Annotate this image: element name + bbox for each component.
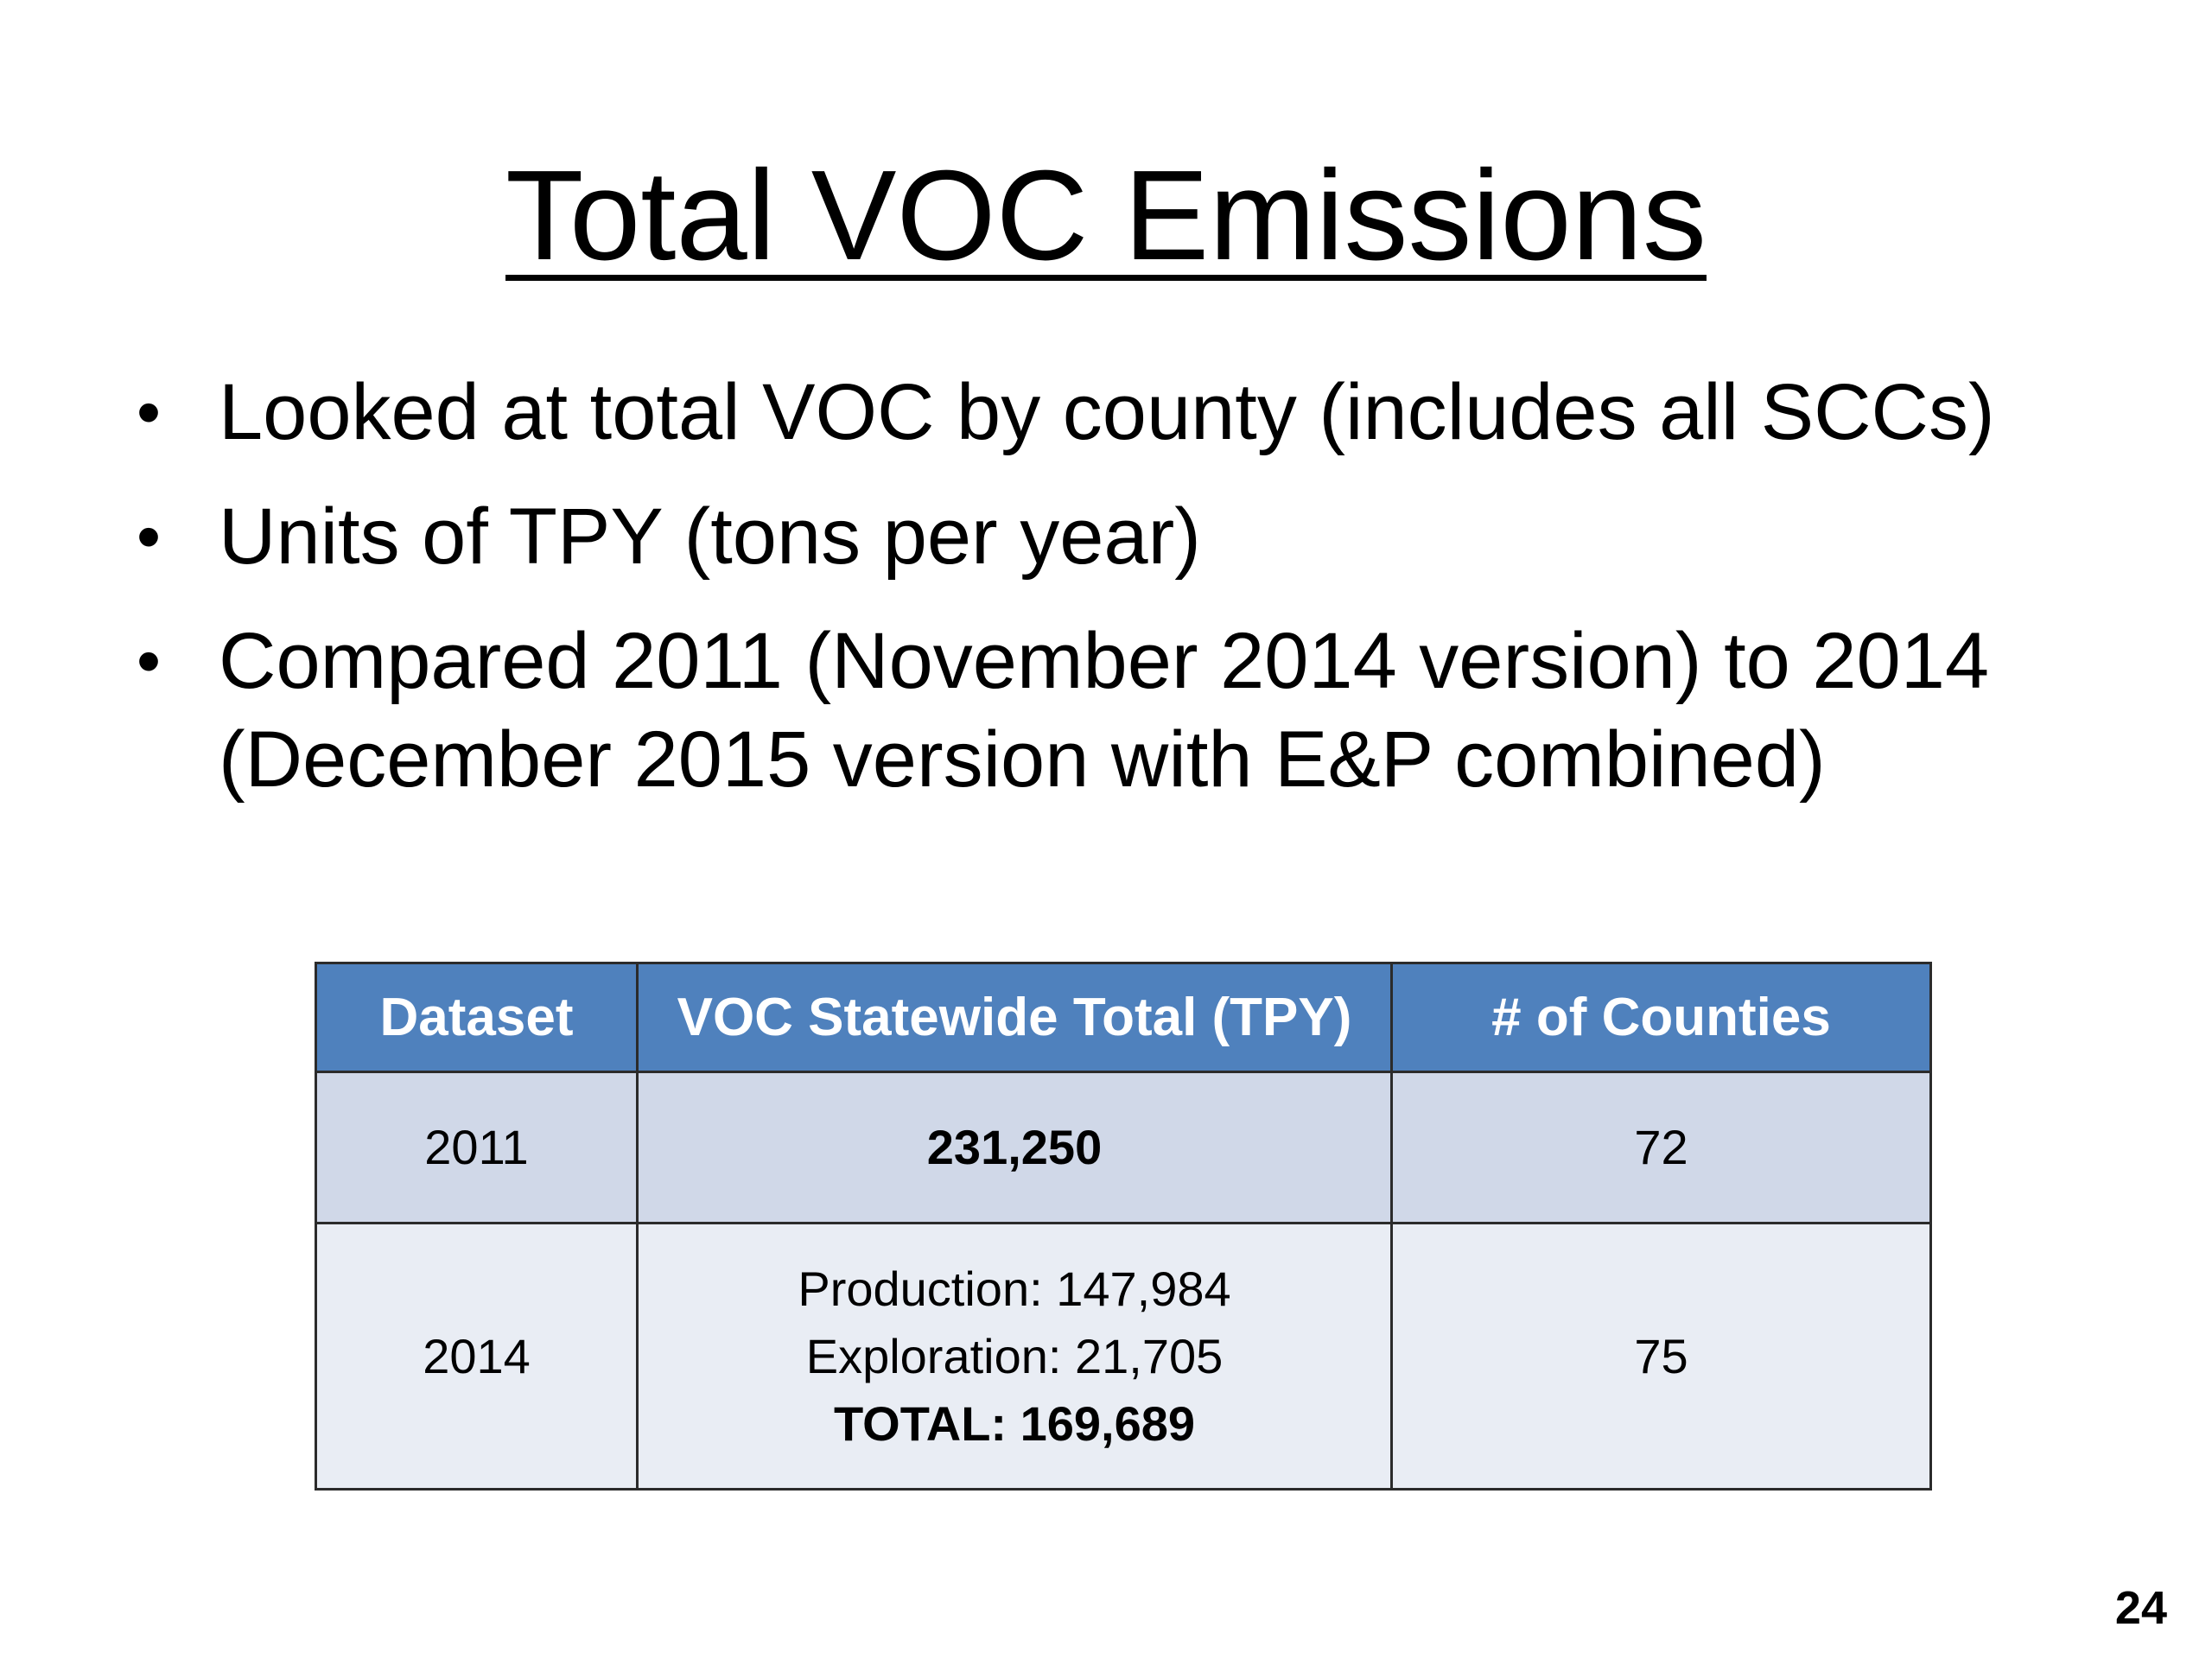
- slide-title-text: Total VOC Emissions: [505, 144, 1707, 287]
- cell-voc-total: 231,250: [636, 1071, 1393, 1224]
- bullet-text: Compared 2011 (November 2014 version) to…: [219, 617, 1990, 804]
- header-counties: # of Counties: [1390, 962, 1932, 1073]
- header-dataset: Dataset: [315, 962, 639, 1073]
- production-value: Production: 147,984: [798, 1261, 1231, 1316]
- bullet-dot-icon: •: [137, 622, 162, 699]
- bullet-text: Looked at total VOC by county (includes …: [219, 368, 1995, 456]
- bullet-item: • Units of TPY (tons per year): [130, 487, 2117, 586]
- bullet-item: • Compared 2011 (November 2014 version) …: [130, 612, 2117, 809]
- total-value: TOTAL: 169,689: [833, 1395, 1196, 1451]
- exploration-value: Exploration: 21,705: [805, 1328, 1224, 1383]
- bullet-text: Units of TPY (tons per year): [219, 493, 1201, 581]
- page-number: 24: [2114, 1582, 2167, 1634]
- bullet-dot-icon: •: [137, 373, 162, 450]
- cell-dataset: 2014: [315, 1222, 639, 1491]
- table-row: 2014 Production: 147,984 Exploration: 21…: [315, 1222, 1932, 1491]
- emissions-table: Dataset VOC Statewide Total (TPY) # of C…: [315, 962, 1932, 1491]
- cell-counties: 75: [1390, 1222, 1932, 1491]
- cell-voc-total: Production: 147,984 Exploration: 21,705 …: [636, 1222, 1393, 1491]
- table-header-row: Dataset VOC Statewide Total (TPY) # of C…: [315, 962, 1932, 1073]
- header-voc-total: VOC Statewide Total (TPY): [636, 962, 1393, 1073]
- slide-title: Total VOC Emissions: [0, 143, 2212, 289]
- bullet-item: • Looked at total VOC by county (include…: [130, 363, 2117, 461]
- cell-dataset: 2011: [315, 1071, 639, 1224]
- bullet-dot-icon: •: [137, 498, 162, 575]
- bullet-list: • Looked at total VOC by county (include…: [130, 363, 2117, 835]
- table-row: 2011 231,250 72: [315, 1071, 1932, 1224]
- emissions-table-container: Dataset VOC Statewide Total (TPY) # of C…: [315, 962, 1932, 1491]
- cell-counties: 72: [1390, 1071, 1932, 1224]
